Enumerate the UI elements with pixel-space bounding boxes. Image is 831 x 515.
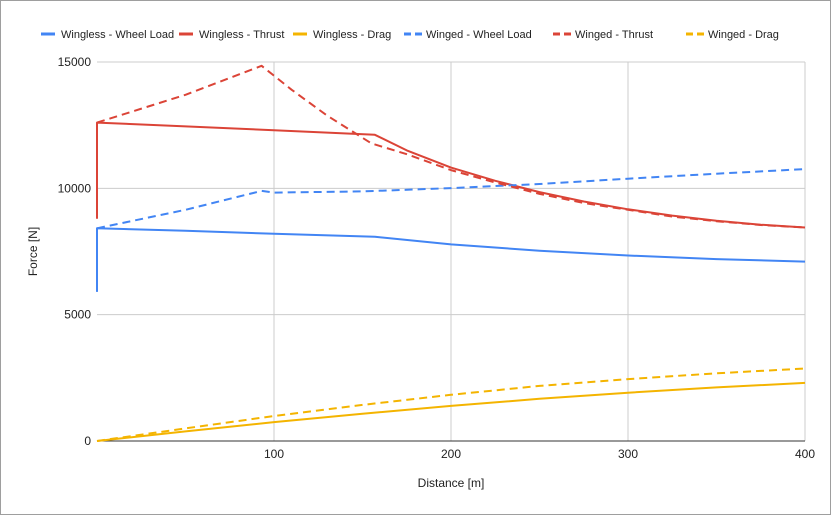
series-line-winged-thrust <box>96 64 806 229</box>
series-lines <box>96 64 806 442</box>
y-tick-label: 10000 <box>58 181 92 195</box>
y-tick-label: 0 <box>84 434 91 448</box>
y-tick-label: 15000 <box>58 55 92 69</box>
legend: Wingless - Wheel Load Wingless - Thrust Wi… <box>41 29 779 41</box>
x-tick-label: 400 <box>795 447 815 461</box>
series-line-winged-drag <box>96 367 806 442</box>
y-axis-title: Force [N] <box>26 227 40 276</box>
legend-label: Wingless - Wheel Load <box>61 29 174 41</box>
tick-labels: 0 5000 10000 15000 100 200 300 400 <box>58 55 816 461</box>
legend-label: Wingless - Thrust <box>199 29 284 41</box>
legend-label: Wingless - Drag <box>313 29 391 41</box>
x-tick-label: 300 <box>618 447 638 461</box>
legend-label: Winged - Drag <box>708 29 779 41</box>
y-tick-label: 5000 <box>64 308 91 322</box>
grid-lines <box>97 61 806 441</box>
x-tick-label: 100 <box>264 447 284 461</box>
series-line-wingless-drag <box>96 381 806 442</box>
series-line-winged-wheel-load <box>96 168 806 230</box>
x-tick-label: 200 <box>441 447 461 461</box>
legend-label: Winged - Thrust <box>575 29 653 41</box>
x-axis-title: Distance [m] <box>418 476 485 490</box>
series-line-wingless-thrust <box>96 121 806 229</box>
series-line-wingless-wheel-load <box>96 227 806 292</box>
legend-label: Winged - Wheel Load <box>426 29 532 41</box>
